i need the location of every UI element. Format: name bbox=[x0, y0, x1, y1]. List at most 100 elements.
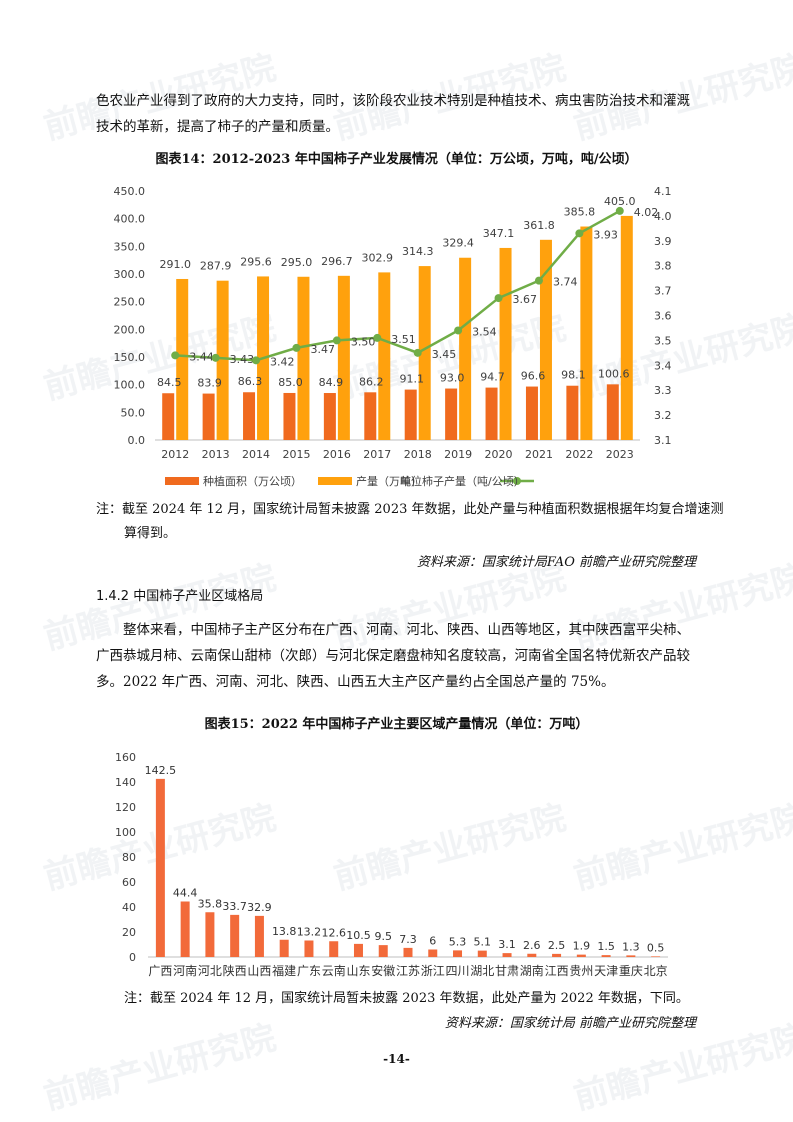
y-tick-label: 350.0 bbox=[114, 240, 146, 253]
region-tick-label: 广西 bbox=[148, 964, 172, 978]
y2-tick-label: 4.0 bbox=[654, 210, 672, 223]
yield-point bbox=[373, 333, 382, 342]
y-tick-label: 50.0 bbox=[121, 406, 146, 419]
x-tick-label: 2017 bbox=[363, 448, 391, 461]
body-paragraph: 整体来看，中国柿子主产区分布在广西、河南、河北、陕西、山西等地区，其中陕西富平尖… bbox=[96, 622, 690, 690]
region-value-label: 5.3 bbox=[449, 935, 467, 948]
figure14-chart: 0.0 50.0 100.0 150.0 200.0 250.0 300.0 350.0 400… bbox=[114, 185, 672, 488]
region-bar bbox=[576, 954, 586, 957]
yield-value-label: 4.02 bbox=[634, 206, 659, 219]
y2-tick-label: 3.8 bbox=[654, 260, 672, 273]
y-tick-label: 140 bbox=[115, 776, 136, 789]
region-tick-label: 江西 bbox=[545, 964, 569, 978]
region-bar bbox=[651, 956, 661, 957]
legend-label-output: 产量（万吨） bbox=[356, 474, 422, 488]
output-bar bbox=[459, 257, 472, 440]
yield-point bbox=[534, 276, 543, 285]
legend-label-area: 种植面积（万公顷） bbox=[203, 474, 302, 488]
output-bar bbox=[216, 280, 229, 440]
region-value-label: 142.5 bbox=[145, 764, 177, 777]
x-tick-label: 2013 bbox=[202, 448, 230, 461]
y2-tick-label: 3.1 bbox=[654, 434, 672, 447]
region-tick-label: 四川 bbox=[446, 964, 470, 978]
y-tick-label: 100.0 bbox=[114, 379, 146, 392]
figure15-chart: 0 20 40 60 80 100 120 140 160 142.5 广西 44.4 河南 35.8 河北… bbox=[115, 751, 668, 978]
yield-point bbox=[494, 294, 503, 303]
y2-tick-label: 3.6 bbox=[654, 310, 672, 323]
region-tick-label: 河北 bbox=[198, 964, 222, 978]
region-bar bbox=[230, 914, 240, 957]
region-value-label: 12.6 bbox=[321, 926, 346, 939]
region-tick-label: 云南 bbox=[322, 963, 346, 978]
x-tick-label: 2020 bbox=[485, 448, 513, 461]
x-tick-label: 2012 bbox=[161, 448, 189, 461]
yield-value-label: 3.43 bbox=[230, 353, 255, 366]
region-bar bbox=[254, 915, 264, 957]
region-value-label: 6 bbox=[429, 935, 436, 948]
x-tick-label: 2016 bbox=[323, 448, 351, 461]
area-value-label: 93.0 bbox=[440, 372, 465, 385]
region-bar bbox=[155, 778, 165, 957]
region-tick-label: 安徽 bbox=[371, 963, 395, 978]
yield-value-label: 3.93 bbox=[593, 228, 618, 241]
yield-value-label: 3.50 bbox=[351, 335, 376, 348]
y2-tick-label: 3.9 bbox=[654, 235, 672, 248]
yield-value-label: 3.45 bbox=[432, 348, 457, 361]
yield-value-label: 3.54 bbox=[472, 325, 497, 338]
y-tick-label: 120 bbox=[115, 801, 136, 814]
yield-point bbox=[211, 353, 220, 362]
y-tick-label: 450.0 bbox=[114, 185, 146, 198]
page-number: -14- bbox=[383, 1052, 410, 1066]
region-value-label: 9.5 bbox=[374, 930, 392, 943]
region-value-label: 32.9 bbox=[247, 901, 272, 914]
y-tick-label: 200.0 bbox=[114, 323, 146, 336]
y-tick-label: 80 bbox=[122, 851, 136, 864]
region-bar bbox=[428, 949, 438, 957]
y2-tick-label: 3.4 bbox=[654, 359, 672, 372]
y-tick-label: 40 bbox=[122, 901, 136, 914]
region-bar bbox=[502, 953, 512, 957]
legend-label-yield: 单位柿子产量（吨/公顷） bbox=[400, 474, 525, 488]
y-tick-label: 300.0 bbox=[114, 268, 146, 281]
output-value-label: 296.7 bbox=[321, 255, 353, 268]
region-tick-label: 福建 bbox=[272, 963, 296, 978]
x-tick-label: 2022 bbox=[565, 448, 593, 461]
yield-point bbox=[413, 348, 422, 357]
region-value-label: 1.9 bbox=[573, 940, 591, 953]
region-bar bbox=[180, 901, 190, 957]
output-bar bbox=[297, 276, 310, 440]
region-value-label: 2.6 bbox=[523, 939, 541, 952]
area-value-label: 86.2 bbox=[359, 375, 384, 388]
region-tick-label: 天津 bbox=[594, 964, 618, 978]
area-bar bbox=[566, 385, 579, 440]
region-bar bbox=[552, 953, 562, 957]
legend-swatch-output bbox=[318, 477, 352, 485]
region-value-label: 35.8 bbox=[198, 897, 223, 910]
area-value-label: 96.6 bbox=[521, 370, 546, 383]
region-tick-label: 江苏 bbox=[396, 964, 420, 978]
legend-marker-yield bbox=[513, 477, 521, 485]
yield-point bbox=[615, 206, 624, 215]
region-tick-label: 山西 bbox=[247, 964, 271, 978]
region-value-label: 44.4 bbox=[173, 887, 198, 900]
region-bar bbox=[279, 939, 289, 957]
region-bar bbox=[601, 955, 611, 957]
y-tick-label: 0.0 bbox=[128, 434, 146, 447]
region-tick-label: 广东 bbox=[297, 964, 321, 978]
output-bar bbox=[337, 275, 350, 440]
region-bar bbox=[403, 947, 413, 957]
output-value-label: 385.8 bbox=[564, 206, 596, 219]
output-bar bbox=[620, 215, 633, 440]
area-bar bbox=[323, 393, 336, 440]
yield-value-label: 3.67 bbox=[513, 293, 538, 306]
region-value-label: 2.5 bbox=[548, 939, 566, 952]
y2-tick-label: 3.5 bbox=[654, 334, 672, 347]
yield-point bbox=[252, 356, 261, 365]
y-tick-label: 0 bbox=[129, 951, 136, 964]
output-value-label: 347.1 bbox=[483, 227, 515, 240]
area-value-label: 84.9 bbox=[319, 376, 344, 389]
region-bar bbox=[527, 953, 537, 957]
region-bar bbox=[329, 941, 339, 957]
area-bar bbox=[404, 389, 417, 440]
region-tick-label: 北京 bbox=[644, 964, 668, 978]
